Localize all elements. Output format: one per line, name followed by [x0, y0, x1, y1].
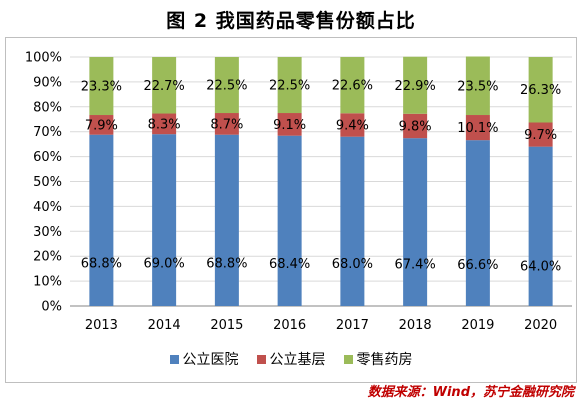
- chart-frame: [5, 37, 577, 383]
- data-label: 8.7%: [210, 117, 243, 132]
- data-label: 22.5%: [269, 79, 310, 94]
- legend-item-public-hospital: 公立医院: [169, 349, 239, 369]
- y-tick-label: 30%: [33, 225, 62, 240]
- x-tick-label: 2018: [399, 318, 432, 333]
- legend-swatch-public-hospital: [169, 354, 179, 364]
- legend: 公立医院 公立基层 零售药房: [0, 349, 582, 369]
- x-tick-label: 2019: [461, 318, 494, 333]
- bar-segment: [277, 135, 302, 306]
- data-label: 68.8%: [81, 257, 122, 272]
- y-tick-label: 60%: [33, 150, 62, 165]
- data-label: 22.5%: [206, 79, 247, 94]
- data-label: 68.4%: [269, 257, 310, 272]
- stacked-bar-chart: 0% 10% 20% 30% 40% 50% 60% 70% 80% 90% 100% 68.8% 7.…: [25, 51, 572, 333]
- y-tick-label: 40%: [33, 200, 62, 215]
- y-tick-label: 0%: [41, 300, 62, 315]
- bar-segment: [403, 113, 428, 139]
- data-label: 64.0%: [520, 260, 561, 275]
- data-label: 9.7%: [524, 128, 557, 143]
- x-tick-label: 2020: [524, 318, 557, 333]
- legend-label-public-hospital: 公立医院: [182, 352, 239, 368]
- y-tick-label: 100%: [25, 51, 62, 66]
- bar-segment: [528, 122, 553, 147]
- bar-segment: [214, 57, 239, 114]
- data-label: 69.0%: [143, 257, 184, 272]
- data-label: 8.3%: [148, 117, 181, 132]
- source-note: 数据来源：Wind，苏宁金融研究院: [367, 385, 574, 400]
- y-tick-label: 70%: [33, 125, 62, 140]
- bar-segment: [403, 56, 428, 114]
- x-tick-label: 2016: [273, 318, 306, 333]
- data-label: 23.5%: [457, 79, 498, 94]
- bar-segment: [152, 134, 177, 306]
- bar-segment: [465, 56, 490, 116]
- data-label: 66.6%: [457, 258, 498, 273]
- data-label: 68.0%: [332, 257, 373, 272]
- legend-item-public-primary: 公立基层: [256, 349, 326, 369]
- bar-segment: [152, 57, 177, 114]
- x-tick-label: 2013: [85, 318, 118, 333]
- x-tick-label: 2014: [148, 318, 181, 333]
- data-label: 9.8%: [399, 119, 432, 134]
- data-label: 22.9%: [394, 79, 435, 94]
- legend-label-public-primary: 公立基层: [269, 352, 326, 368]
- bar-segment: [277, 57, 302, 114]
- data-label: 10.1%: [457, 121, 498, 136]
- bar-segment: [528, 146, 553, 306]
- bar-segment: [340, 136, 365, 306]
- bar-segment: [340, 113, 365, 137]
- bar-segment: [528, 57, 553, 123]
- bar-segment: [89, 115, 114, 135]
- data-label: 26.3%: [520, 83, 561, 98]
- data-label: 68.8%: [206, 257, 247, 272]
- y-tick-label: 80%: [33, 100, 62, 115]
- bar-segment: [214, 113, 239, 135]
- data-label: 9.1%: [273, 118, 306, 133]
- bar-segment: [89, 134, 114, 306]
- bar-segment: [465, 140, 490, 306]
- y-tick-label: 90%: [33, 75, 62, 90]
- legend-label-retail-pharmacy: 零售药房: [356, 352, 413, 368]
- data-label: 9.4%: [336, 118, 369, 133]
- legend-swatch-public-primary: [256, 354, 266, 364]
- bar-segment: [214, 134, 239, 306]
- y-tick-label: 50%: [33, 175, 62, 190]
- bar-segment: [277, 113, 302, 136]
- data-label: 67.4%: [394, 258, 435, 273]
- legend-item-retail-pharmacy: 零售药房: [343, 349, 413, 369]
- data-label: 7.9%: [85, 118, 118, 133]
- y-tick-label: 20%: [33, 250, 62, 265]
- bar-segment: [340, 57, 365, 114]
- bar-segment: [465, 115, 490, 141]
- data-label: 22.7%: [143, 79, 184, 94]
- y-tick-label: 10%: [33, 275, 62, 290]
- bar-segment: [89, 57, 114, 116]
- bar-segment: [152, 113, 177, 135]
- data-label: 23.3%: [81, 80, 122, 95]
- x-tick-label: 2017: [336, 318, 369, 333]
- legend-swatch-retail-pharmacy: [343, 354, 353, 364]
- bar-segment: [403, 138, 428, 306]
- chart-title: 图 2 我国药品零售份额占比: [166, 10, 416, 32]
- x-tick-label: 2015: [210, 318, 243, 333]
- data-label: 22.6%: [332, 79, 373, 94]
